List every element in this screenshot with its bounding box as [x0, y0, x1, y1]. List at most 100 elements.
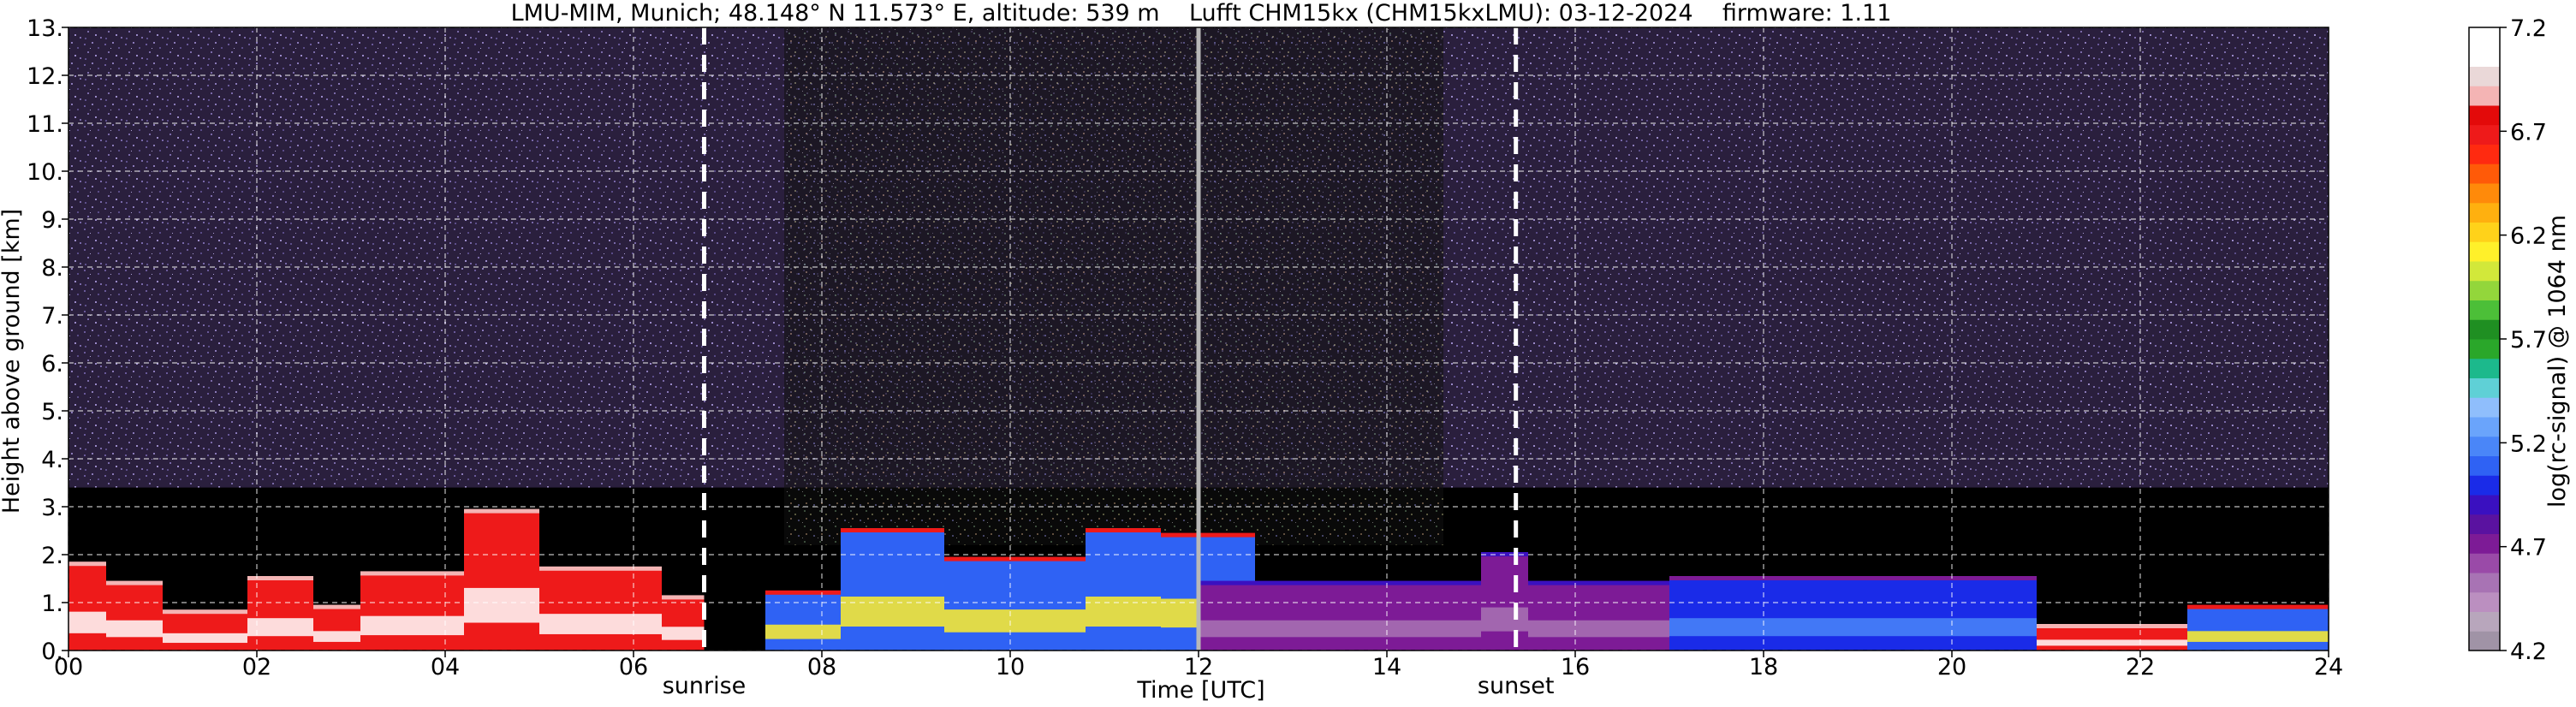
colorbar-tick-label: 5.2 — [2510, 431, 2547, 457]
y-tick-label: 6. — [41, 351, 63, 377]
x-tick-label: 24 — [2314, 654, 2343, 680]
colorbar-segment — [2469, 27, 2500, 48]
y-tick-label: 9. — [41, 207, 63, 234]
x-tick-label: 14 — [1372, 654, 1401, 680]
colorbar-segment — [2469, 46, 2500, 67]
x-tick-label: 16 — [1561, 654, 1590, 680]
aerosol-layer-core — [1199, 620, 1669, 638]
colorbar-tick-label: 6.2 — [2510, 223, 2547, 250]
aerosol-layer-top — [2187, 604, 2329, 609]
y-tick-label: 11. — [27, 111, 63, 138]
colorbar-tick-label: 4.2 — [2510, 639, 2547, 665]
x-tick-label: 10 — [996, 654, 1025, 680]
aerosol-layer-top — [313, 604, 360, 609]
aerosol-layer-core — [68, 611, 106, 633]
colorbar-segment — [2469, 495, 2500, 515]
colorbar-segment — [2469, 573, 2500, 593]
aerosol-layer-top — [662, 595, 705, 600]
colorbar-segment — [2469, 591, 2500, 612]
aerosol-layer-core — [247, 618, 313, 637]
aerosol-layer-top — [944, 556, 1086, 561]
colorbar-tick-label: 6.7 — [2510, 119, 2547, 146]
aerosol-layer-top — [539, 566, 662, 571]
aerosol-layer-core — [841, 597, 944, 627]
aerosol-layer — [1669, 579, 2037, 651]
colorbar-segment — [2469, 183, 2500, 204]
y-tick-label: 3. — [41, 495, 63, 521]
colorbar-segment — [2469, 241, 2500, 262]
colorbar-segment — [2469, 319, 2500, 340]
aerosol-layer — [106, 583, 163, 651]
aerosol-layer — [247, 579, 313, 651]
y-tick-label: 4. — [41, 447, 63, 473]
aerosol-layer-core — [2187, 631, 2329, 642]
y-tick-label: 2. — [41, 543, 63, 569]
chart-title: LMU-MIM, Munich; 48.148° N 11.573° E, al… — [511, 0, 1892, 27]
x-tick-label: 08 — [807, 654, 836, 680]
aerosol-layer-core — [106, 620, 163, 638]
x-tick-label: 22 — [2126, 654, 2155, 680]
aerosol-layer — [662, 597, 705, 651]
colorbar-segment — [2469, 300, 2500, 320]
aerosol-layer-top — [1161, 532, 1255, 538]
y-tick-label: 8. — [41, 255, 63, 282]
colorbar-segment — [2469, 358, 2500, 378]
y-tick-label: 7. — [41, 303, 63, 330]
colorbar-tick-label: 5.7 — [2510, 327, 2547, 354]
aerosol-layer — [1199, 583, 1669, 651]
aerosol-layer-top — [841, 528, 944, 532]
x-axis-label: Time [UTC] — [1136, 677, 1264, 704]
colorbar-segment — [2469, 631, 2500, 651]
aerosol-layer-core — [1669, 618, 2037, 637]
aerosol-layer-core — [163, 633, 247, 644]
aerosol-layer — [2187, 607, 2329, 651]
aerosol-layer-top — [360, 571, 464, 576]
x-tick-label: 18 — [1749, 654, 1778, 680]
colorbar-tick-label: 4.7 — [2510, 535, 2547, 561]
colorbar-segment — [2469, 66, 2500, 86]
x-tick-label: 12 — [1184, 654, 1213, 680]
aerosol-layer-top — [464, 508, 539, 514]
colorbar-segment — [2469, 261, 2500, 282]
aerosol-layer-core — [1481, 607, 1528, 632]
colorbar-segment — [2469, 339, 2500, 359]
colorbar-segment — [2469, 202, 2500, 223]
aerosol-layer-top — [247, 576, 313, 580]
colorbar-segment — [2469, 377, 2500, 398]
colorbar-segment — [2469, 397, 2500, 418]
aerosol-layer-top — [2037, 624, 2187, 628]
y-tick-label: 1. — [41, 591, 63, 617]
colorbar-tick-label: 7.2 — [2510, 15, 2547, 42]
aerosol-layer — [163, 612, 247, 651]
aerosol-layer-core — [765, 624, 841, 639]
aerosol-layer-top — [106, 580, 163, 585]
aerosol-layer-top — [1086, 528, 1161, 532]
colorbar-segment — [2469, 222, 2500, 242]
x-tick-label: 20 — [1937, 654, 1966, 680]
plot-area — [68, 27, 2329, 651]
aerosol-layer — [313, 607, 360, 651]
colorbar-segment — [2469, 611, 2500, 632]
aerosol-layer-core — [1086, 597, 1161, 627]
colorbar-segment — [2469, 163, 2500, 184]
x-tick-label: 06 — [619, 654, 648, 680]
colorbar-segment — [2469, 475, 2500, 496]
aerosol-layer-core — [944, 609, 1086, 633]
y-tick-label: 5. — [41, 399, 63, 425]
aerosol-layer-top — [1669, 576, 2037, 580]
aerosol-layer — [944, 559, 1086, 651]
y-tick-label: 13. — [27, 15, 63, 42]
colorbar-segment — [2469, 436, 2500, 456]
aerosol-layer — [765, 592, 841, 651]
aerosol-layer — [1086, 531, 1161, 651]
aerosol-layer — [464, 511, 539, 651]
aerosol-layer — [360, 573, 464, 651]
aerosol-layer-core — [360, 615, 464, 636]
colorbar-label: log(rc-signal) @ 1064 nm — [2544, 215, 2571, 508]
x-tick-label: 00 — [54, 654, 83, 680]
colorbar-segment — [2469, 417, 2500, 437]
aerosol-layer-core — [313, 631, 360, 642]
colorbar-segment — [2469, 533, 2500, 554]
annotation-label: sunset — [1478, 673, 1555, 699]
